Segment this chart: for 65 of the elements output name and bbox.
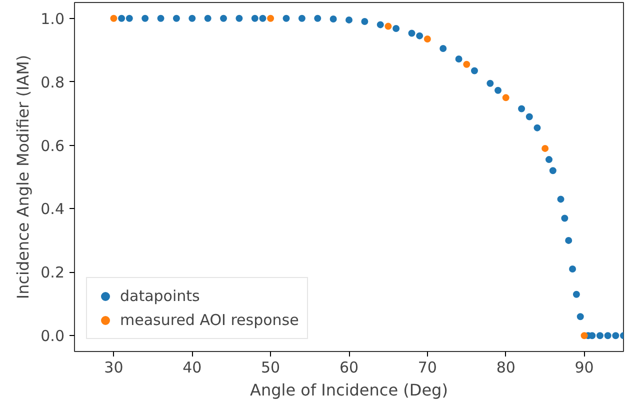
point [392,25,400,32]
point [188,14,196,22]
point [440,45,447,52]
y-tick-label: 0.6 [40,136,65,155]
y-tick-label: 0.0 [40,327,65,346]
point [455,55,462,62]
point [557,196,564,203]
y-axis-title: Incidence Angle Modifier (IAM) [14,54,33,300]
point [470,67,478,74]
point [502,94,510,102]
point [424,35,431,42]
point [569,266,576,273]
point [565,236,572,244]
point [494,86,502,94]
point [526,113,533,120]
y-tick-label: 1.0 [40,10,65,28]
point [408,30,416,37]
point [330,16,337,22]
point [314,14,322,22]
point [463,60,470,68]
legend-label: datapoints [120,287,200,305]
point [172,14,180,22]
point [157,14,164,22]
point [118,14,126,22]
point [572,290,580,298]
point [596,332,604,340]
point [204,14,212,22]
point [142,14,149,22]
x-tick-label: 50 [261,358,280,376]
point [251,14,258,22]
point [518,105,526,112]
point [259,14,266,22]
point [282,14,290,22]
x-tick-label: 80 [496,358,516,376]
point [298,14,306,22]
point [384,22,392,30]
point [576,313,584,320]
point [346,16,352,24]
point [416,32,424,40]
point [534,124,541,132]
y-tick-label: 0.8 [40,73,65,92]
point [236,14,243,22]
point [126,14,133,22]
point [267,14,274,22]
x-tick-label: 60 [339,358,359,376]
x-tick-label: 40 [182,358,202,376]
y-tick-label: 0.4 [40,200,65,218]
point [561,214,568,222]
point [580,332,588,340]
point [361,18,368,26]
x-tick-label: 70 [418,358,437,376]
point [110,14,118,22]
y-tick-label: 0.2 [40,264,65,282]
legend-label: measured AOI response [120,311,299,329]
point [376,21,384,28]
point [542,144,549,152]
point [549,167,556,174]
x-tick-label: 30 [104,358,124,376]
point [486,80,494,87]
x-axis-title: Angle of Incidence (Deg) [250,380,448,400]
point [545,156,552,164]
point [604,332,612,340]
point [612,332,620,340]
x-tick-label: 90 [574,358,594,376]
point [220,14,228,22]
